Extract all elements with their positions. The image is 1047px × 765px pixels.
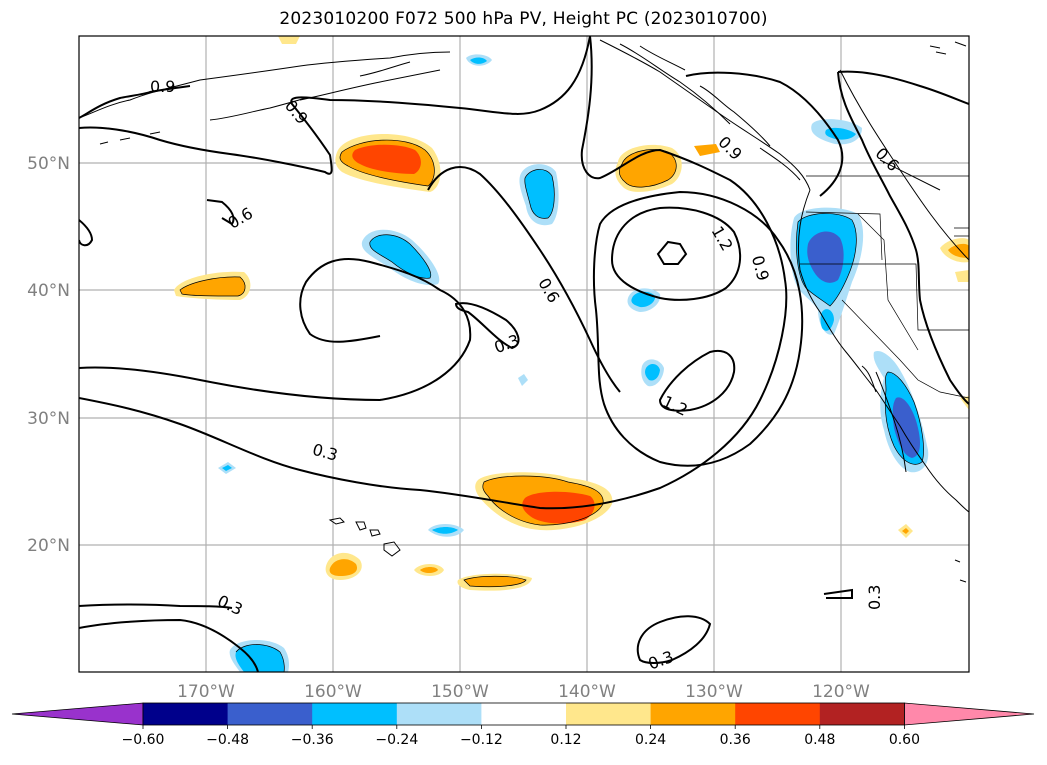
latitude-labels: 50°N 40°N 30°N 20°N (27, 154, 70, 556)
lat-label-40: 40°N (27, 281, 70, 301)
coastlines (79, 39, 969, 583)
borders (800, 175, 969, 399)
colorbar-tick-label: −0.24 (375, 732, 418, 748)
anomaly-negative (235, 644, 285, 672)
lat-label-30: 30°N (27, 409, 70, 429)
anomaly-positive (955, 270, 969, 282)
colorbar-segment (566, 703, 652, 725)
lat-label-20: 20°N (27, 536, 70, 556)
colorbar-extend-low (11, 702, 144, 726)
lon-label-170: 170°W (177, 682, 235, 702)
colorbar-tick-label: 0.60 (889, 732, 920, 748)
anomaly-positive (420, 567, 438, 573)
anomaly-positive (180, 276, 246, 296)
anomaly-negative (432, 527, 458, 534)
anomaly-negative (222, 465, 232, 471)
colorbar-segment (143, 703, 229, 725)
lon-label-150: 150°W (431, 682, 489, 702)
map-frame (78, 35, 970, 673)
colorbar-tick-label: −0.60 (122, 732, 165, 748)
lon-label-140: 140°W (558, 682, 616, 702)
anomaly-positive (960, 396, 969, 410)
anomaly-negative (645, 364, 660, 381)
anomaly-negative (807, 231, 844, 283)
anomaly-negative (820, 309, 834, 331)
colorbar-tick-label: −0.36 (291, 732, 334, 748)
colorbar-extend-high (904, 702, 1035, 726)
anomaly-negative (518, 374, 528, 386)
anomaly-positive (902, 528, 909, 534)
colorbar: −0.60 −0.48 −0.36 −0.24 −0.12 0.12 0.24 0.36 0.4… (11, 702, 1035, 748)
colorbar-tick-label: 0.24 (635, 732, 666, 748)
anomaly-negative (892, 397, 920, 458)
lon-label-130: 130°W (685, 682, 743, 702)
contour-label: 0.9 (150, 77, 175, 96)
colorbar-tick-label: 0.48 (804, 732, 835, 748)
anomaly-negative (524, 169, 555, 219)
colorbar-segment (227, 703, 313, 725)
anomaly-positive (278, 36, 300, 44)
lon-label-120: 120°W (812, 682, 870, 702)
map-title: 2023010200 F072 500 hPa PV, Height PC (2… (279, 9, 768, 29)
longitude-labels: 170°W 160°W 150°W 140°W 130°W 120°W (177, 682, 870, 702)
anomaly-positive (352, 144, 421, 174)
anomaly-positive (694, 144, 720, 156)
colorbar-tick-label: 0.12 (550, 732, 581, 748)
map-background (79, 36, 969, 672)
colorbar-segment (819, 703, 905, 725)
anomaly-positive (464, 576, 526, 587)
shading-outlines (179, 139, 924, 672)
colorbar-tick-label: −0.12 (460, 732, 503, 748)
colorbar-tick-label: 0.36 (720, 732, 751, 748)
colorbar-segment (650, 703, 736, 725)
colorbar-segment (396, 703, 482, 725)
colorbar-outline (142, 702, 905, 726)
anomaly-positive (329, 559, 358, 576)
colorbar-segment (481, 703, 567, 725)
contour-label: 0.3 (865, 585, 884, 610)
colorbar-segment (312, 703, 398, 725)
anomaly-negative (369, 234, 431, 279)
lon-label-160: 160°W (304, 682, 362, 702)
colorbar-tick-label: −0.48 (206, 732, 249, 748)
height-contours (79, 36, 969, 672)
anomaly-negative (470, 57, 487, 64)
lat-label-50: 50°N (27, 154, 70, 174)
colorbar-segment (735, 703, 821, 725)
